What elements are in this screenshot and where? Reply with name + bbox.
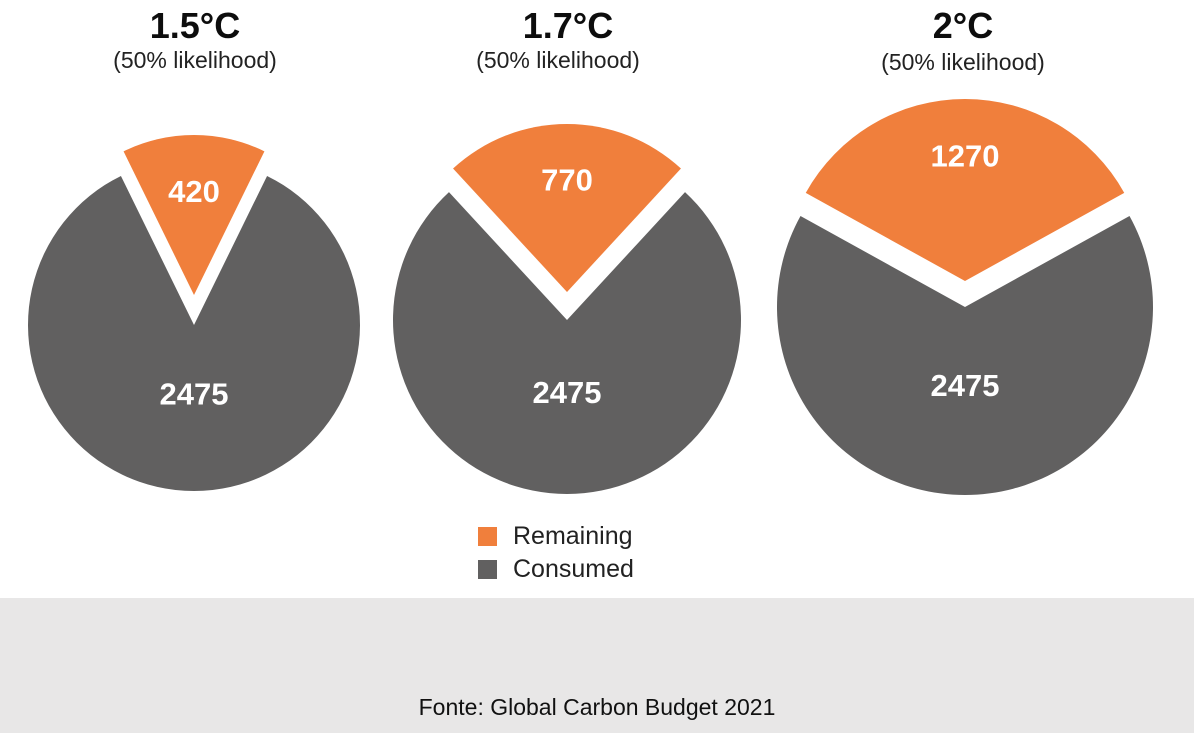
pie-3-remaining-slice (805, 98, 1125, 282)
pie-3-consumed-slice (777, 215, 1154, 495)
pie-title-1: 1.5°C (149, 5, 241, 46)
pie-1-consumed-slice (27, 175, 360, 491)
legend-item-remaining: Remaining (478, 520, 634, 553)
pie-title-2: 1.7°C (522, 5, 614, 46)
pie-2: 770 2475 (392, 123, 741, 495)
pie-2-remaining-label: 770 (541, 163, 593, 198)
pie-1: 420 2475 (27, 135, 360, 491)
chart-panel: 420 2475 770 2475 1270 2475 1.5°C (50% likeli… (0, 0, 1194, 598)
pie-3: 1270 2475 (777, 98, 1154, 495)
pie-subtitle-2: (50% likelihood) (476, 47, 640, 73)
pie-1-consumed-label: 2475 (160, 377, 229, 412)
legend-item-consumed: Consumed (478, 553, 634, 586)
pie-subtitle-1: (50% likelihood) (113, 47, 277, 73)
source-note: Fonte: Global Carbon Budget 2021 (418, 694, 776, 720)
pie-3-remaining-label: 1270 (931, 139, 1000, 174)
legend-swatch-remaining (478, 527, 497, 546)
pie-2-remaining-slice (453, 123, 681, 292)
pie-charts: 420 2475 770 2475 1270 2475 (27, 98, 1154, 495)
legend-label-consumed: Consumed (513, 555, 634, 583)
legend-label-remaining: Remaining (513, 522, 633, 550)
pie-2-consumed-label: 2475 (533, 375, 602, 410)
pie-2-consumed-slice (392, 192, 741, 495)
pie-1-remaining-label: 420 (168, 174, 220, 209)
legend-swatch-consumed (478, 560, 497, 579)
pie-3-consumed-label: 2475 (931, 368, 1000, 403)
pie-subtitle-3: (50% likelihood) (881, 49, 1045, 75)
pie-1-remaining-slice (123, 135, 265, 295)
pie-title-3: 2°C (932, 5, 994, 46)
legend: Remaining Consumed (478, 520, 634, 586)
